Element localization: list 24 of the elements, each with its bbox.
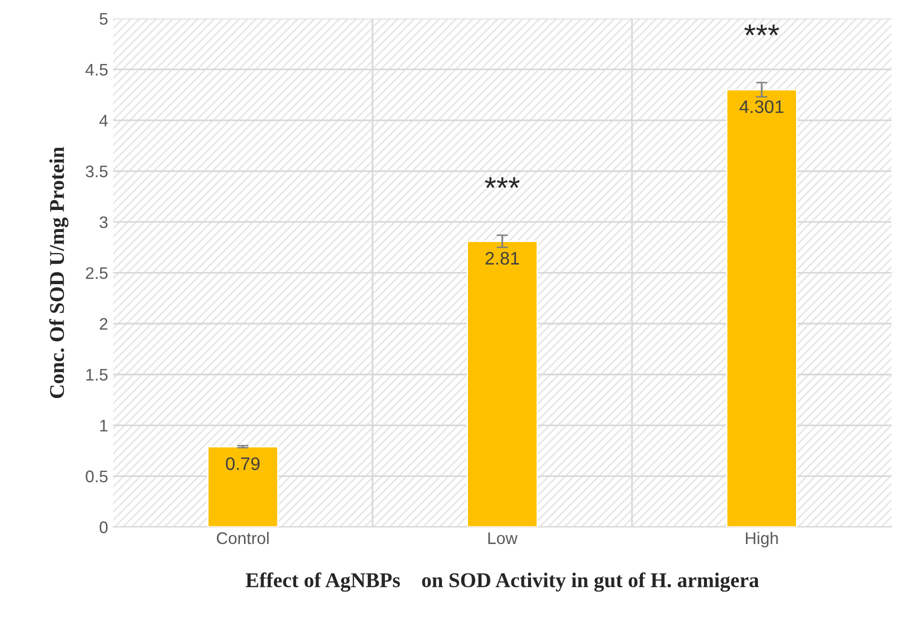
data-label: 0.79 (226, 457, 260, 470)
x-tick-label: Control (216, 532, 269, 544)
y-tick-label: 3.5 (86, 166, 108, 178)
bar (466, 240, 538, 527)
y-tick-label: 1.5 (86, 369, 108, 381)
y-tick-label: 0.5 (86, 470, 108, 482)
y-tick-label: 1 (100, 420, 108, 432)
y-tick-label: 0 (100, 521, 108, 534)
y-tick-label: 5 (100, 13, 108, 25)
bar (207, 446, 279, 527)
x-tick-label: High (746, 532, 778, 548)
x-tick-label: Low (488, 532, 518, 544)
annotation: *** (484, 177, 520, 188)
y-tick-label: 2.5 (86, 267, 108, 280)
x-axis-title: Effect of AgNBPs on SOD Activity in gut of H. armigera (246, 572, 759, 592)
y-axis-title: Conc. Of SOD U/mg Protein (49, 146, 68, 398)
data-label: 4.301 (740, 100, 784, 114)
y-tick-label: 2 (100, 318, 108, 330)
annotation: *** (744, 24, 780, 36)
y-tick-label: 3 (100, 216, 108, 228)
y-tick-label: 4.5 (85, 64, 108, 76)
data-label: 2.81 (486, 252, 519, 265)
y-tick-label: 4 (99, 114, 108, 126)
bar (726, 88, 798, 527)
